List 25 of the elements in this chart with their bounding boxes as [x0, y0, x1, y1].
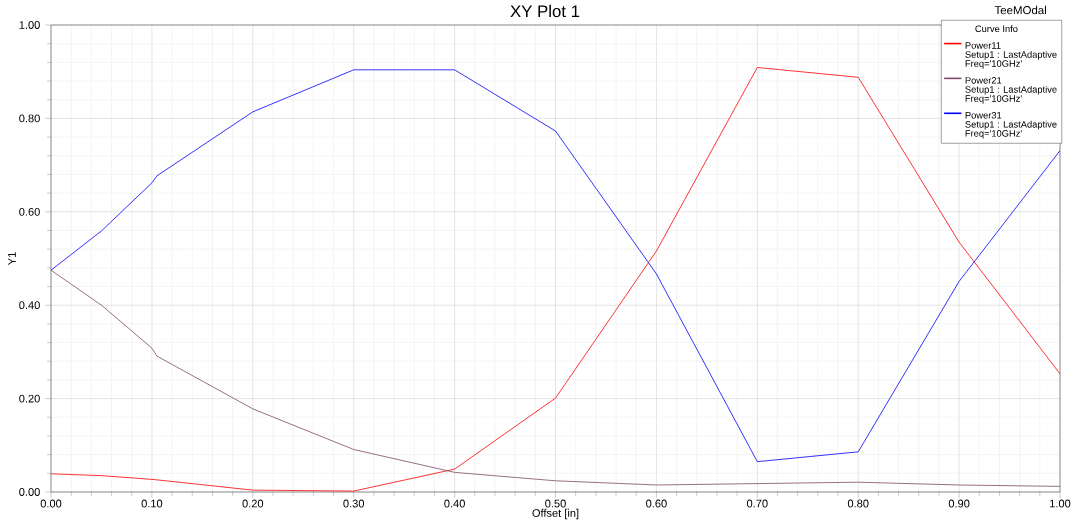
x-tick-label: 0.10: [141, 499, 163, 508]
legend-label: Power31 Setup1 : LastAdaptive Freq='10GHz': [965, 111, 1057, 139]
legend-label: Power21 Setup1 : LastAdaptive Freq='10GHz': [965, 77, 1057, 104]
x-axis-title: Offset [in]: [532, 508, 579, 520]
y-tick-label: 1.00: [19, 21, 40, 29]
y-tick-label: 0.40: [19, 301, 40, 310]
y-tick-label: 0.00: [19, 488, 40, 496]
x-tick-label: 0.90: [948, 499, 970, 508]
chart-title: XY Plot 1: [510, 4, 580, 18]
x-tick-label: 0.20: [242, 499, 264, 508]
legend-title: Curve Info: [975, 25, 1018, 33]
y-tick-label: 0.80: [19, 114, 40, 123]
x-tick-label: 0.70: [746, 499, 768, 508]
x-tick-label: 0.30: [343, 499, 365, 508]
x-tick-label: 0.80: [847, 499, 869, 508]
text: TeeMOdal: [994, 5, 1046, 15]
y-axis-title: Y1: [8, 252, 16, 266]
x-tick-label: 0.00: [40, 499, 62, 508]
legend-label: Power11 Setup1 : LastAdaptive Freq='10GHz': [965, 42, 1057, 69]
x-tick-label: 0.50: [545, 499, 566, 508]
x-tick-label: 0.60: [646, 499, 667, 508]
y-tick-label: 0.60: [19, 207, 40, 216]
y-tick-label: 0.20: [19, 394, 40, 403]
x-tick-label: 0.40: [444, 499, 465, 508]
x-tick-label: 1.00: [1050, 499, 1071, 508]
